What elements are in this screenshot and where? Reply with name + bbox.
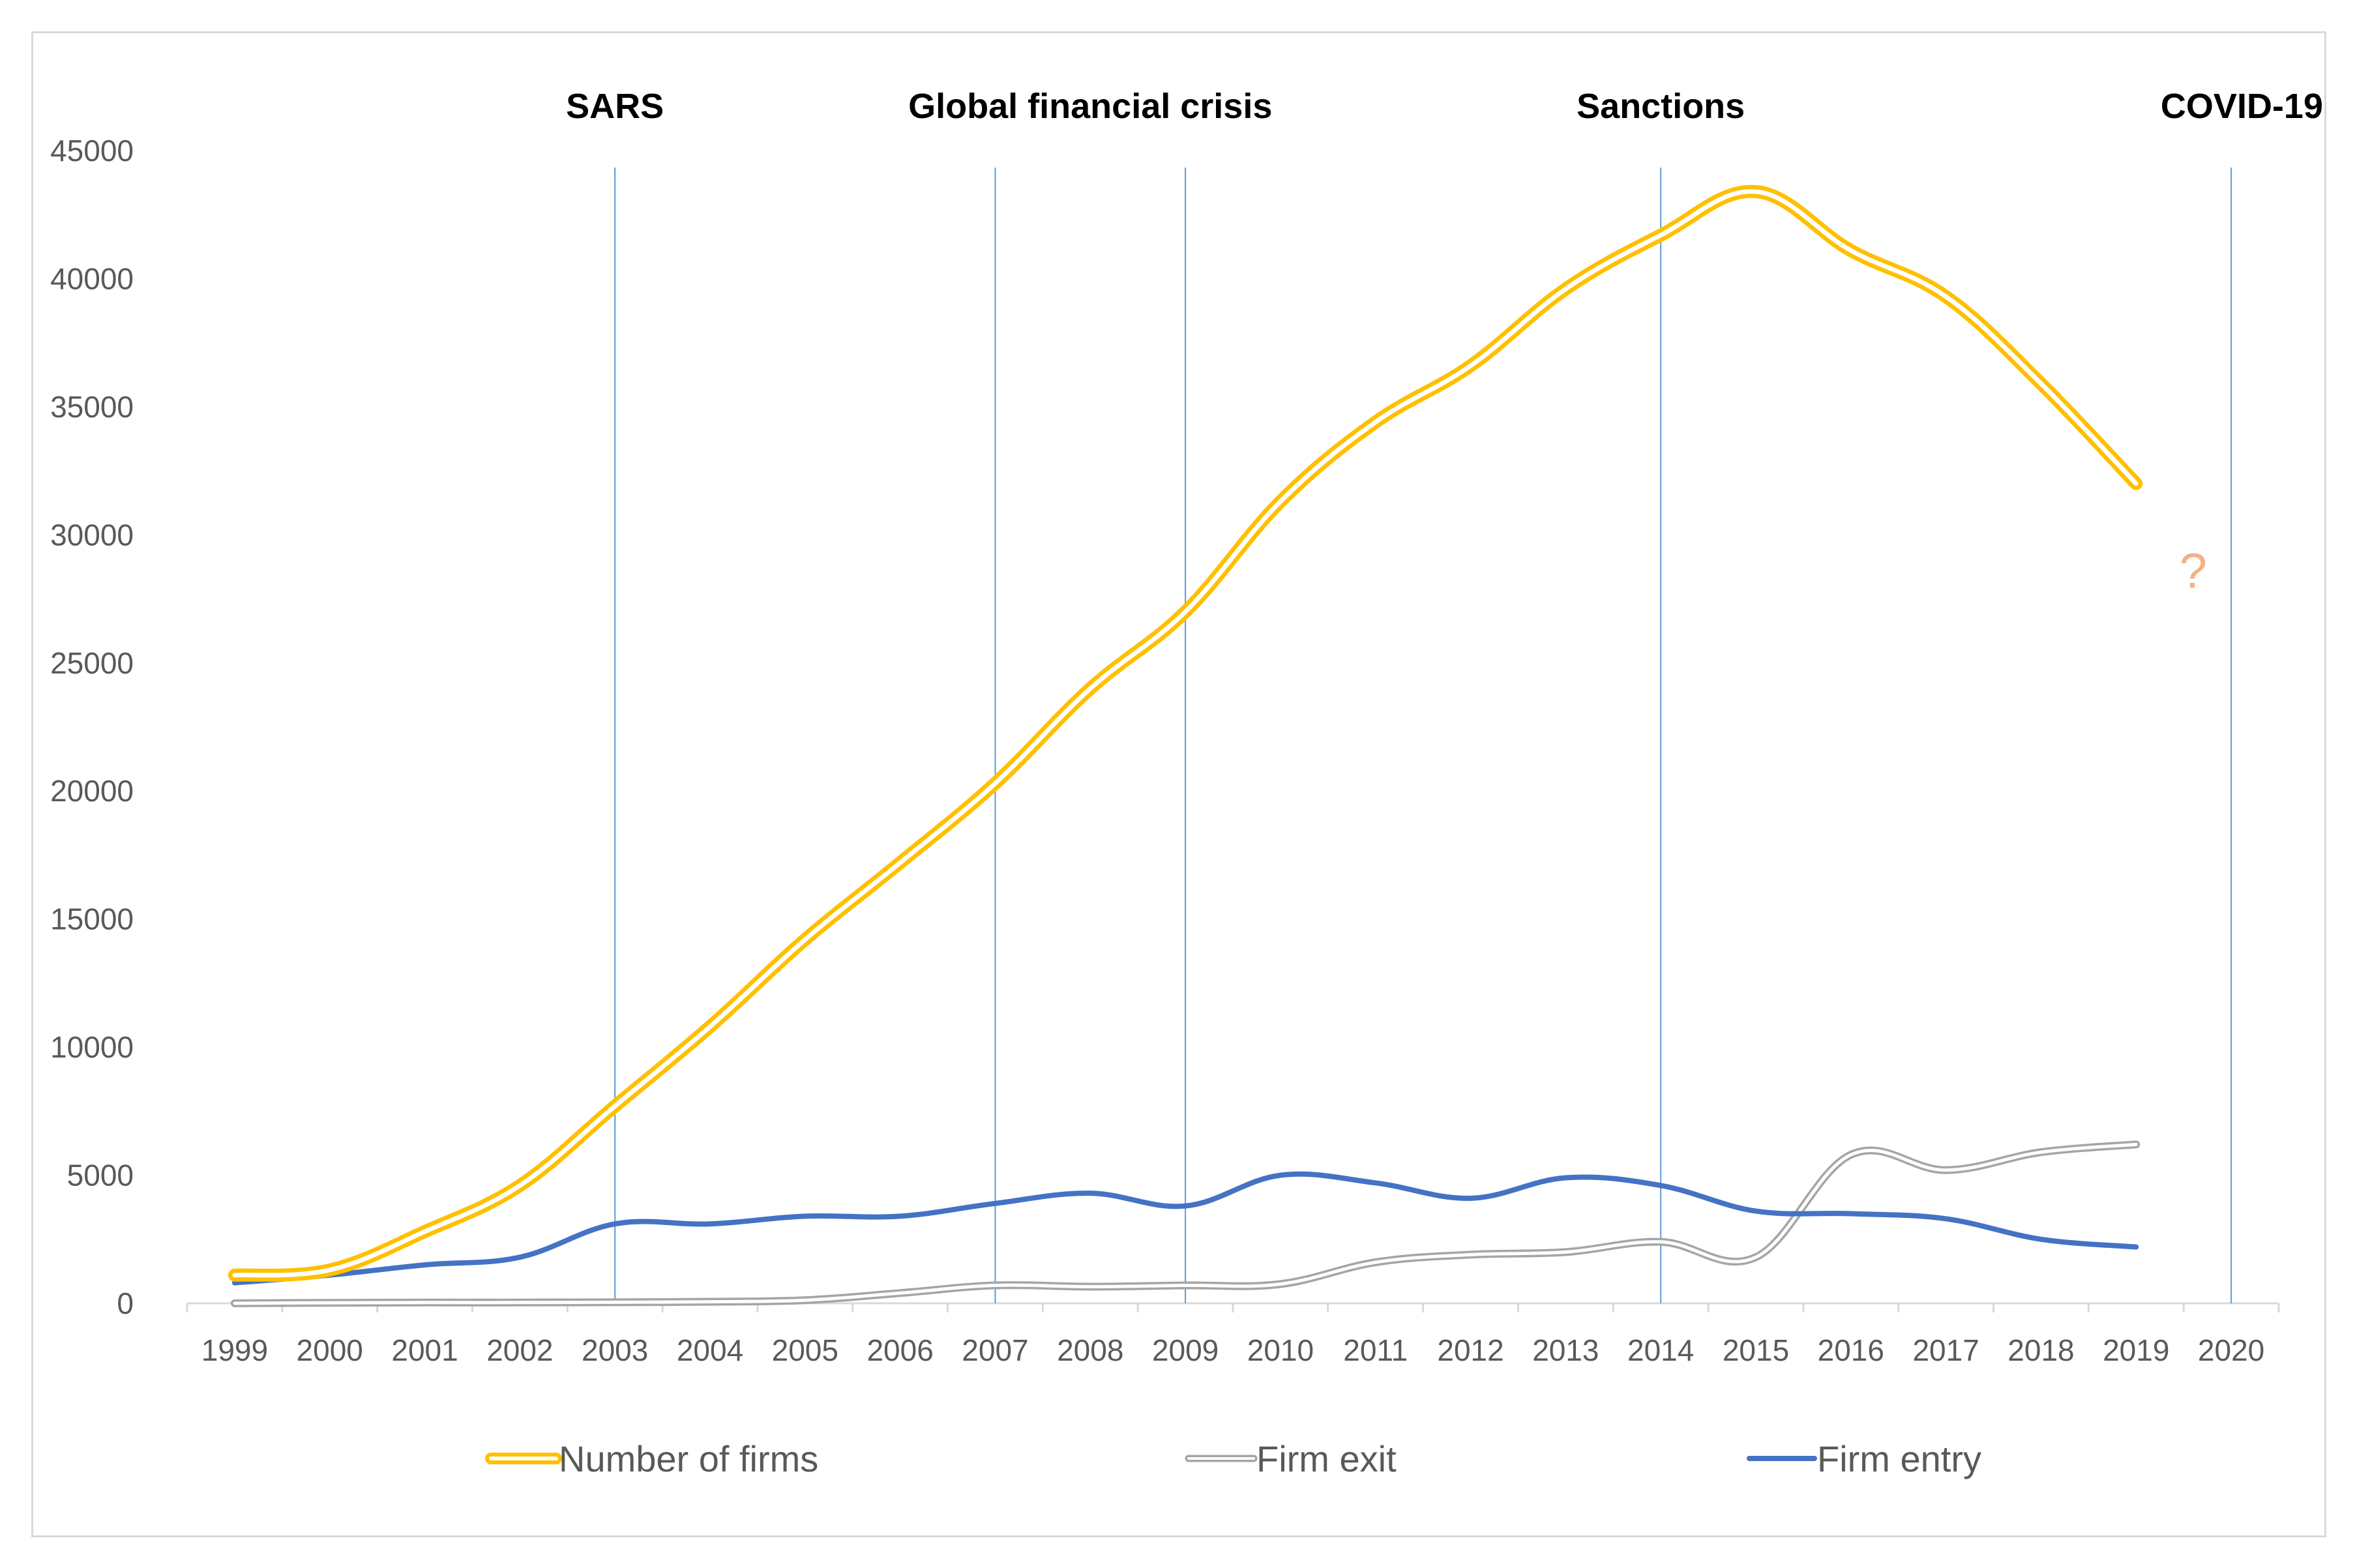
legend-item-firm-entry: Firm entry	[1747, 1438, 1981, 1479]
x-tick-label-2019: 2019	[2103, 1333, 2169, 1367]
x-tick-label-2007: 2007	[962, 1333, 1028, 1367]
y-tick-label-40000: 40000	[50, 261, 134, 295]
legend-label-firm-exit: Firm exit	[1256, 1438, 1397, 1479]
x-tick-label-2014: 2014	[1627, 1333, 1694, 1367]
legend-item-number-of-firms: Number of firms	[485, 1438, 818, 1479]
x-tick-label-2011: 2011	[1343, 1333, 1408, 1367]
x-tick-label-2009: 2009	[1152, 1333, 1219, 1367]
x-tick-label-2000: 2000	[297, 1333, 363, 1367]
y-tick-label-30000: 30000	[50, 518, 134, 552]
event-label-sanctions: Sanctions	[1577, 87, 1745, 126]
y-tick-label-0: 0	[117, 1286, 134, 1320]
series-line-firm-entry	[231, 1171, 2139, 1286]
x-tick-label-2015: 2015	[1723, 1333, 1789, 1367]
legend-item-firm-exit: Firm exit	[1185, 1438, 1397, 1479]
x-tick-label-2004: 2004	[677, 1333, 743, 1367]
series-firm-exit	[230, 1140, 2140, 1307]
legend-label-number-of-firms: Number of firms	[559, 1438, 818, 1479]
annotation-question-mark: ?	[2180, 543, 2207, 599]
legend-label-firm-entry: Firm entry	[1817, 1438, 1981, 1479]
y-tick-label-45000: 45000	[50, 134, 134, 168]
series-line-inner-number-of-firms	[232, 189, 2139, 1278]
y-tick-label-10000: 10000	[50, 1030, 134, 1064]
line-chart: 0 5000 10000 15000 20000 25000 30000 35000 40000…	[50, 87, 2323, 1479]
event-label-sars: SARS	[566, 87, 664, 126]
y-tick-label-20000: 20000	[50, 774, 134, 808]
series-number-of-firms	[228, 185, 2143, 1282]
y-tick-label-25000: 25000	[50, 646, 134, 680]
x-tick-label-2005: 2005	[772, 1333, 838, 1367]
x-tick-label-2018: 2018	[2007, 1333, 2074, 1367]
event-label-global-financial-crisis: Global financial crisis	[908, 87, 1272, 126]
y-tick-label-5000: 5000	[67, 1159, 134, 1192]
series-firm-entry	[231, 1171, 2139, 1286]
x-tick-label-2002: 2002	[486, 1333, 553, 1367]
x-tick-label-2006: 2006	[866, 1333, 933, 1367]
series-line-inner-firm-exit	[233, 1142, 2138, 1305]
x-tick-label-2017: 2017	[1912, 1333, 1979, 1367]
x-tick-label-2013: 2013	[1532, 1333, 1599, 1367]
event-label-covid-19: COVID-19	[2161, 87, 2323, 126]
x-tick-label-2001: 2001	[391, 1333, 458, 1367]
x-tick-label-2010: 2010	[1247, 1333, 1314, 1367]
y-tick-label-15000: 15000	[50, 902, 134, 936]
y-tick-label-35000: 35000	[50, 390, 134, 424]
x-tick-label-2008: 2008	[1057, 1333, 1123, 1367]
x-tick-label-1999: 1999	[201, 1333, 268, 1367]
chart-frame: 0 5000 10000 15000 20000 25000 30000 35000 40000…	[31, 31, 2326, 1537]
x-tick-label-2016: 2016	[1818, 1333, 1884, 1367]
x-tick-label-2020: 2020	[2198, 1333, 2264, 1367]
x-tick-label-2003: 2003	[582, 1333, 648, 1367]
x-tick-label-2012: 2012	[1437, 1333, 1503, 1367]
